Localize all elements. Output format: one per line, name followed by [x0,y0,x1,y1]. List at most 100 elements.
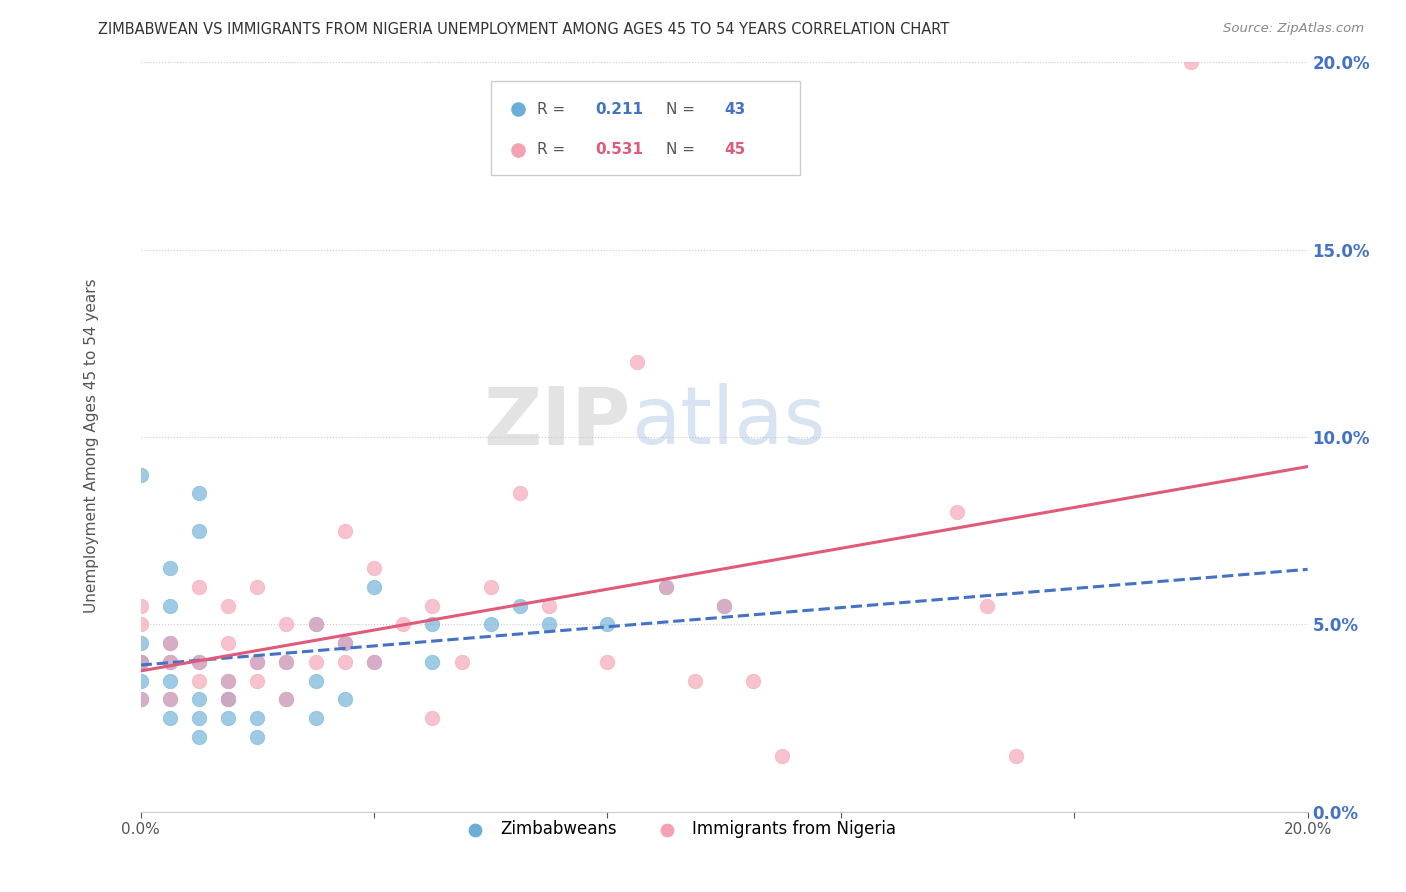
Point [333,655,356,669]
Point [246,580,269,594]
Point [596,617,619,632]
Point [538,617,561,632]
Point [1005,748,1028,763]
Point [422,711,444,725]
Point [713,599,735,613]
Point [363,655,385,669]
Text: 43: 43 [724,102,745,117]
Point [333,636,356,650]
Point [509,599,531,613]
Point [479,580,502,594]
Text: N =: N = [666,142,700,157]
Point [422,655,444,669]
Point [129,599,152,613]
Point [246,730,269,744]
Point [596,655,619,669]
Point [276,692,298,706]
Point [479,617,502,632]
Point [129,617,152,632]
Point [363,561,385,575]
Point [217,673,239,688]
Text: ZIMBABWEAN VS IMMIGRANTS FROM NIGERIA UNEMPLOYMENT AMONG AGES 45 TO 54 YEARS COR: ZIMBABWEAN VS IMMIGRANTS FROM NIGERIA UN… [98,22,949,37]
Point [188,486,211,500]
Point [217,599,239,613]
Point [129,692,152,706]
Point [188,711,211,725]
Point [392,617,415,632]
Point [509,486,531,500]
Point [217,692,239,706]
Point [305,617,328,632]
Text: Unemployment Among Ages 45 to 54 years: Unemployment Among Ages 45 to 54 years [84,278,98,614]
Point [713,599,735,613]
Point [159,599,181,613]
Point [159,655,181,669]
Text: ZIP: ZIP [484,383,631,461]
Point [305,673,328,688]
Point [217,692,239,706]
Point [159,655,181,669]
Point [333,636,356,650]
Point [333,692,356,706]
Point [188,673,211,688]
Point [246,673,269,688]
FancyBboxPatch shape [491,81,800,175]
Point [742,673,765,688]
Point [276,655,298,669]
Point [946,505,969,519]
Point [655,580,678,594]
Point [276,655,298,669]
Point [422,599,444,613]
Point [188,730,211,744]
Point [159,711,181,725]
Text: R =: R = [537,102,571,117]
Point [363,655,385,669]
Point [305,711,328,725]
Text: 45: 45 [724,142,745,157]
Point [159,692,181,706]
Point [129,655,152,669]
Point [333,524,356,538]
Point [217,711,239,725]
Point [246,711,269,725]
Point [246,655,269,669]
Point [626,355,648,369]
Text: 0.531: 0.531 [596,142,644,157]
Point [129,467,152,482]
Text: R =: R = [537,142,571,157]
Point [129,655,152,669]
Text: N =: N = [666,102,700,117]
Point [159,636,181,650]
Point [159,692,181,706]
Text: 0.211: 0.211 [596,102,644,117]
Point [129,636,152,650]
Point [276,692,298,706]
Point [188,524,211,538]
Point [363,580,385,594]
Point [450,655,472,669]
Point [305,655,328,669]
Point [188,655,211,669]
Point [683,673,706,688]
Point [772,748,794,763]
Point [129,655,152,669]
Point [276,617,298,632]
Point [159,673,181,688]
Point [217,692,239,706]
Point [217,636,239,650]
Point [305,617,328,632]
Point [246,655,269,669]
Point [217,673,239,688]
Point [188,692,211,706]
Point [655,580,678,594]
Text: atlas: atlas [631,383,825,461]
Point [976,599,998,613]
Point [422,617,444,632]
Point [129,692,152,706]
Point [1180,55,1202,70]
Point [188,655,211,669]
Point [159,636,181,650]
Legend: Zimbabweans, Immigrants from Nigeria: Zimbabweans, Immigrants from Nigeria [453,814,903,845]
Point [129,673,152,688]
Point [538,599,561,613]
